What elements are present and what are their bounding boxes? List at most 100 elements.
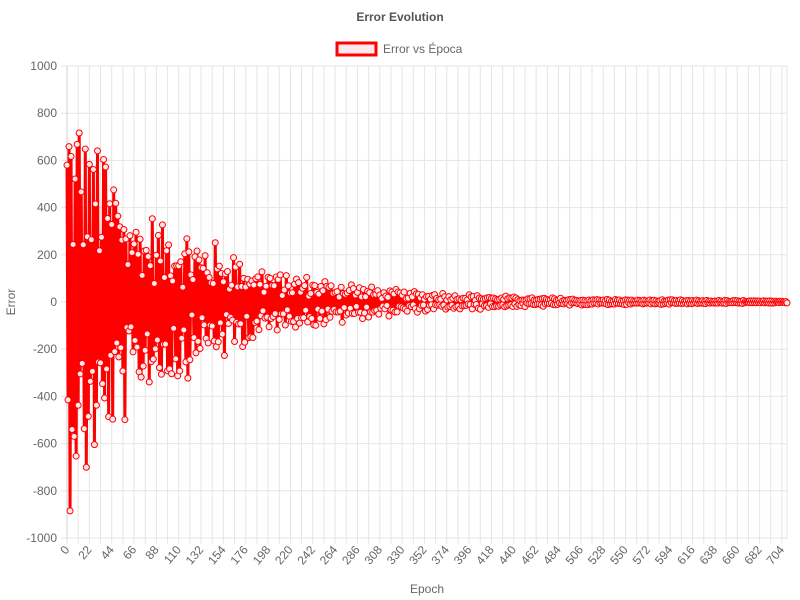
- data-point[interactable]: [149, 355, 157, 363]
- data-point[interactable]: [153, 336, 161, 344]
- data-point[interactable]: [266, 274, 274, 282]
- data-point[interactable]: [172, 355, 180, 363]
- data-point[interactable]: [363, 303, 371, 311]
- data-point[interactable]: [260, 288, 268, 296]
- data-point[interactable]: [193, 247, 201, 255]
- data-point[interactable]: [228, 281, 236, 289]
- data-point[interactable]: [253, 317, 261, 325]
- data-point[interactable]: [119, 367, 127, 375]
- data-point[interactable]: [143, 330, 151, 338]
- data-point[interactable]: [400, 288, 408, 296]
- data-point[interactable]: [103, 365, 111, 373]
- data-point[interactable]: [179, 283, 187, 291]
- data-point[interactable]: [301, 282, 309, 290]
- data-point[interactable]: [200, 321, 208, 329]
- data-point[interactable]: [189, 276, 197, 284]
- data-point[interactable]: [117, 344, 125, 352]
- data-point[interactable]: [126, 232, 134, 240]
- data-point[interactable]: [106, 200, 114, 208]
- data-point[interactable]: [88, 367, 96, 375]
- data-point[interactable]: [142, 246, 150, 254]
- data-point[interactable]: [156, 257, 164, 265]
- data-point[interactable]: [95, 247, 103, 255]
- data-point[interactable]: [100, 155, 108, 163]
- data-point[interactable]: [214, 338, 222, 346]
- data-point[interactable]: [124, 261, 132, 269]
- data-point[interactable]: [204, 339, 212, 347]
- data-point[interactable]: [340, 304, 348, 312]
- data-point[interactable]: [243, 312, 251, 320]
- data-point[interactable]: [73, 140, 81, 148]
- data-point[interactable]: [318, 307, 326, 315]
- data-point[interactable]: [199, 264, 207, 272]
- data-point[interactable]: [208, 322, 216, 330]
- data-point[interactable]: [215, 262, 223, 270]
- data-point[interactable]: [104, 215, 112, 223]
- data-point[interactable]: [157, 370, 165, 378]
- data-point[interactable]: [216, 319, 224, 327]
- data-point[interactable]: [201, 252, 209, 260]
- data-point[interactable]: [75, 129, 83, 137]
- data-point[interactable]: [152, 251, 160, 259]
- data-point[interactable]: [132, 228, 140, 236]
- data-point[interactable]: [368, 283, 376, 291]
- data-point[interactable]: [130, 240, 138, 248]
- data-point[interactable]: [115, 353, 123, 361]
- data-point[interactable]: [280, 286, 288, 294]
- data-point[interactable]: [375, 310, 383, 318]
- data-point[interactable]: [288, 289, 296, 297]
- data-point[interactable]: [69, 240, 77, 248]
- data-point[interactable]: [67, 152, 75, 160]
- data-point[interactable]: [783, 299, 791, 307]
- data-point[interactable]: [265, 323, 273, 331]
- data-point[interactable]: [89, 165, 97, 173]
- data-point[interactable]: [180, 326, 188, 334]
- data-point[interactable]: [114, 212, 122, 220]
- data-point[interactable]: [270, 282, 278, 290]
- data-point[interactable]: [165, 241, 173, 249]
- data-point[interactable]: [81, 145, 89, 153]
- data-point[interactable]: [249, 334, 257, 342]
- data-point[interactable]: [86, 377, 94, 385]
- data-point[interactable]: [112, 199, 120, 207]
- data-point[interactable]: [98, 233, 106, 241]
- data-point[interactable]: [276, 271, 284, 279]
- data-point[interactable]: [250, 281, 258, 289]
- data-point[interactable]: [90, 441, 98, 449]
- data-point[interactable]: [271, 310, 279, 318]
- data-point[interactable]: [194, 337, 202, 345]
- data-point[interactable]: [220, 351, 228, 359]
- data-point[interactable]: [74, 401, 82, 409]
- data-point[interactable]: [303, 273, 311, 281]
- data-point[interactable]: [383, 301, 391, 309]
- data-point[interactable]: [169, 277, 177, 285]
- data-point[interactable]: [295, 279, 303, 287]
- data-point[interactable]: [68, 425, 76, 433]
- data-point[interactable]: [384, 293, 392, 301]
- data-point[interactable]: [160, 274, 168, 282]
- data-point[interactable]: [326, 313, 334, 321]
- data-point[interactable]: [211, 239, 219, 247]
- legend[interactable]: Error vs Época: [335, 41, 463, 57]
- data-point[interactable]: [76, 370, 84, 378]
- data-point[interactable]: [186, 356, 194, 364]
- data-point[interactable]: [82, 463, 90, 471]
- data-point[interactable]: [139, 362, 147, 370]
- data-point[interactable]: [163, 247, 171, 255]
- data-point[interactable]: [319, 287, 327, 295]
- data-point[interactable]: [150, 280, 158, 288]
- data-point[interactable]: [338, 318, 346, 326]
- data-point[interactable]: [128, 249, 136, 257]
- data-point[interactable]: [254, 273, 262, 281]
- data-point[interactable]: [188, 311, 196, 319]
- data-point[interactable]: [110, 186, 118, 194]
- data-point[interactable]: [113, 339, 121, 347]
- data-point[interactable]: [70, 432, 78, 440]
- data-point[interactable]: [84, 412, 92, 420]
- data-point[interactable]: [134, 250, 142, 258]
- data-point[interactable]: [196, 345, 204, 353]
- data-point[interactable]: [131, 337, 139, 345]
- data-point[interactable]: [195, 256, 203, 264]
- data-point[interactable]: [148, 215, 156, 223]
- data-point[interactable]: [146, 262, 154, 270]
